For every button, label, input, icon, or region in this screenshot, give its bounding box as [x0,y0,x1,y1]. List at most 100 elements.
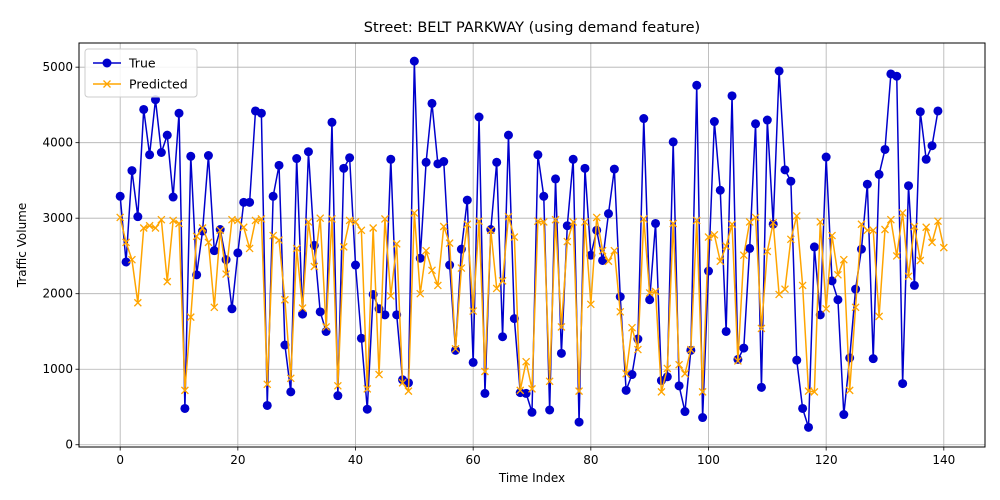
data-point [756,382,766,392]
data-point [551,174,561,184]
data-point [621,385,631,395]
data-point [857,220,866,229]
data-point [186,151,196,161]
data-point [927,141,937,151]
data-point [815,310,825,320]
data-point [175,219,183,228]
x-tick-label: 20 [230,453,245,467]
data-point [339,163,349,173]
data-point [380,310,390,320]
data-point [804,422,814,432]
data-point [839,410,849,420]
data-point [404,387,413,396]
data-point [469,307,478,316]
data-point [780,165,790,175]
data-point [298,304,307,313]
data-point [209,246,219,256]
data-point [663,364,672,373]
data-point [539,218,548,226]
data-point [192,232,201,241]
data-point [422,246,431,255]
data-point [816,218,825,226]
data-point [698,387,707,396]
data-point [386,154,396,164]
data-point [221,255,231,265]
series-layer [115,56,948,432]
data-point [474,112,484,122]
data-point [933,106,943,116]
data-point [463,220,472,229]
data-point [757,324,766,333]
data-point [186,313,195,322]
data-point [363,384,372,393]
data-point [227,304,237,314]
series-predicted [116,208,948,396]
data-point [280,340,290,350]
x-tick-label: 140 [932,453,955,467]
data-point [274,160,284,170]
data-point [898,208,907,217]
data-point [298,309,308,319]
plot-frame [78,42,986,448]
data-point [245,197,255,207]
data-point [292,244,301,253]
data-point [539,191,549,201]
data-point [351,260,361,270]
data-point [786,176,796,186]
data-point [139,104,149,114]
data-point [427,98,437,108]
data-point [909,280,919,290]
data-point [874,169,884,179]
data-point [362,404,372,414]
data-point [316,214,325,223]
data-point [509,314,519,324]
data-point [869,226,878,235]
data-point [116,213,125,222]
data-point [622,369,631,378]
data-point [416,289,425,298]
data-point [880,144,890,154]
data-point [133,212,143,222]
legend-marker [103,80,111,88]
data-point [239,223,248,232]
data-point [915,107,925,117]
data-point [169,216,178,225]
data-point [921,154,931,164]
data-point [410,208,419,217]
data-point [345,216,354,225]
data-point [721,326,731,336]
data-point [821,152,831,162]
data-point [669,219,678,228]
data-point [833,295,843,305]
data-point [822,304,831,313]
data-point [739,343,749,353]
data-point [133,298,142,307]
data-point [163,277,172,286]
data-point [680,407,690,417]
data-point [792,355,802,365]
data-point [928,238,937,247]
data-point [545,377,554,386]
x-tick-label: 80 [583,453,598,467]
data-point [286,374,295,383]
data-point [856,244,866,254]
legend: True Predicted [84,48,198,98]
legend-marker [102,58,112,68]
data-point [421,157,431,167]
data-point [675,360,684,369]
data-point [722,242,731,251]
data-point [698,413,708,423]
data-point [875,312,884,321]
data-point [121,257,131,267]
data-point [510,233,519,242]
data-point [551,215,560,224]
data-point [709,117,719,127]
data-point [916,256,925,265]
data-point [345,153,355,163]
data-point [533,150,543,160]
data-point [781,285,789,294]
data-point [475,217,484,226]
data-point [863,226,872,235]
data-point [745,218,754,226]
